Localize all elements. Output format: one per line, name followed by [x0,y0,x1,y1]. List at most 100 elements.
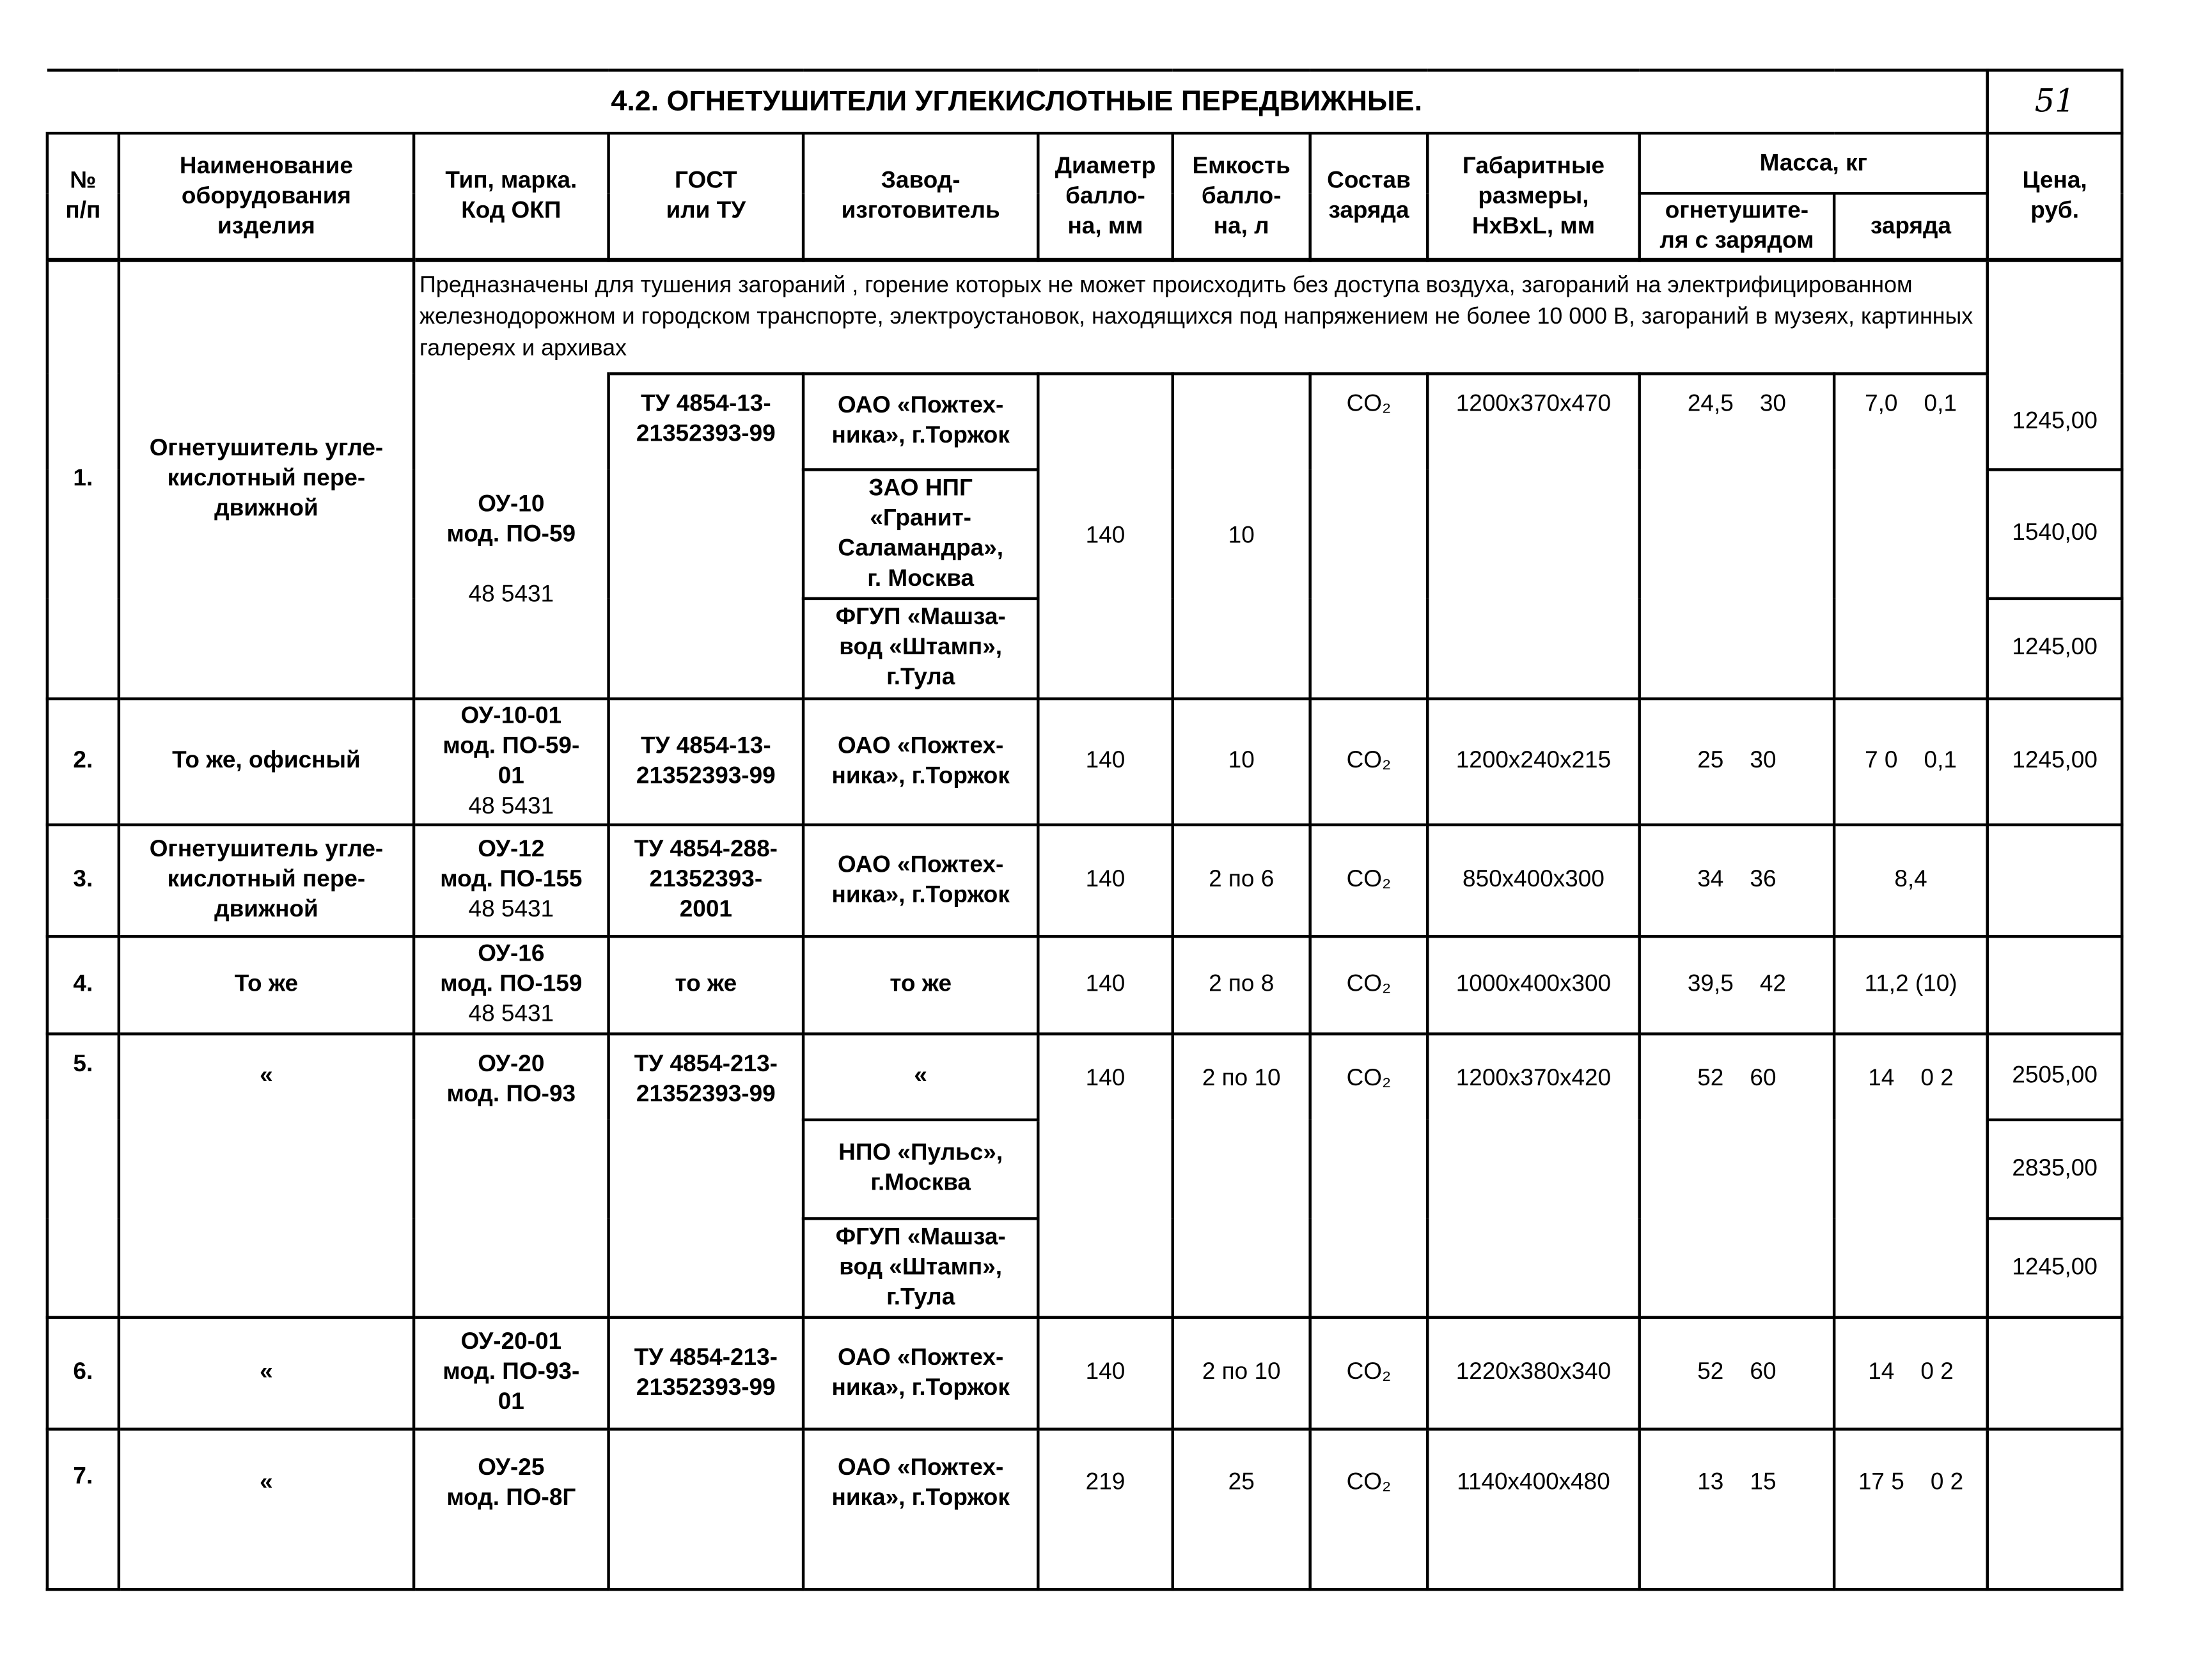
row-gost: то же [607,934,805,1035]
header-name: Наименование оборудования изделия [117,132,416,262]
row-capacity: 2 по 6 [1171,822,1312,938]
header-row: № п/п Наименование оборудования изделия … [45,131,2124,262]
row-dims: 1220x380x340 [1426,1315,1641,1430]
table-row: 1. Огнетушитель угле- кислотный пере- дв… [45,258,2124,700]
row-maker: ЗАО НПГ «Гранит- Саламандра», г. Москва [801,468,1040,600]
type-label: ОУ-10-01 мод. ПО-59- 01 [443,702,580,789]
row-mass-charge: 7 0 0,1 [1832,696,1989,826]
row-capacity: 25 [1171,1427,1312,1591]
type-label: ОУ-12 мод. ПО-155 [440,836,583,892]
row-type: ОУ-20-01 мод. ПО-93- 01 [412,1315,610,1430]
table-row: 4. То же ОУ-16 мод. ПО-159 48 5431 то же … [45,934,2124,1035]
extinguisher-table: 4.2. ОГНЕТУШИТЕЛИ УГЛЕКИСЛОТНЫЕ ПЕРЕДВИЖ… [45,68,2124,1591]
table-row: 2. То же, офисный ОУ-10-01 мод. ПО-59- 0… [45,696,2124,826]
table-subrow: ОУ-10 мод. ПО-59 48 5431 ТУ 4854-13- 213… [47,372,2122,700]
row-dims: 1000x400x300 [1426,934,1641,1035]
row-price: 2505,00 [1986,1032,2124,1121]
header-type: Тип, марка. Код ОКП [412,132,610,262]
table-subrow: НПО «Пульс», г.Москва 2835,00 [47,1117,2124,1220]
row-num: 7. [45,1427,121,1591]
row-price [1986,822,2124,938]
row-charge: CO₂ [1308,1032,1429,1318]
row-gost: ТУ 4854-213- 21352393-99 [607,1315,805,1430]
row-dims: 1200x240x215 [1426,696,1641,826]
header-num: № п/п [45,132,121,262]
row-mass-charge: 8,4 [1832,822,1989,938]
row-dims: 1200x370x420 [1426,1032,1641,1318]
row-diameter: 219 [1037,1427,1174,1591]
row-mass-ext: 52 60 [1638,1032,1836,1318]
row-type: ОУ-16 мод. ПО-159 48 5431 [412,934,610,1035]
header-price: Цена, руб. [1986,132,2124,262]
row-mass-ext: 25 30 [1638,696,1836,826]
row-dims: 850x400x300 [1426,822,1641,938]
row-charge: CO₂ [1308,372,1429,700]
okp-code: 48 5431 [468,581,554,608]
row-capacity: 2 по 10 [1171,1032,1312,1318]
row-dims: 1140x400x480 [1426,1427,1641,1591]
row-maker: ФГУП «Машза- вод «Штамп», г.Тула [801,596,1040,700]
row-name: « [117,1032,416,1318]
header-mass: Масса, кг [1638,131,1989,195]
row-price [1986,1315,2124,1430]
header-diameter: Диаметр балло- на, мм [1037,132,1174,262]
row-gost [607,1427,805,1591]
row-capacity: 10 [1171,372,1312,700]
row-diameter: 140 [1037,1032,1174,1318]
row-mass-charge: 17 5 0 2 [1832,1427,1989,1591]
header-charge: Состав заряда [1308,132,1429,262]
row-num: 4. [45,934,121,1035]
row-charge: CO₂ [1308,696,1429,826]
row-mass-ext: 13 15 [1638,1427,1836,1591]
table-row: 3. Огнетушитель угле- кислотный пере- дв… [45,822,2124,938]
row-gost: ТУ 4854-288- 21352393- 2001 [607,822,805,938]
table-row: 6. « ОУ-20-01 мод. ПО-93- 01 ТУ 4854-213… [45,1315,2124,1430]
row-mass-charge: 11,2 (10) [1832,934,1989,1035]
table-row: 7. « ОУ-25 мод. ПО-8Г ОАО «Пожтех- ника»… [45,1427,2124,1591]
row-diameter: 140 [1037,934,1174,1035]
row-mass-ext: 52 60 [1638,1315,1836,1430]
type-label: ОУ-10 мод. ПО-59 [446,491,576,547]
header-mass-charge: заряда [1832,192,1989,262]
row-price [1986,1427,2124,1591]
table-subrow: ФГУП «Машза- вод «Штамп», г.Тула 1245,00 [47,596,2124,700]
row-maker: НПО «Пульс», г.Москва [801,1117,1040,1220]
table-subrow: ФГУП «Машза- вод «Штамп», г.Тула 1245,00 [47,1216,2124,1318]
row-maker: ОАО «Пожтех- ника», г.Торжок [801,1427,1040,1591]
row-maker: « [801,1032,1040,1121]
row-charge: CO₂ [1308,1315,1429,1430]
row-name: Огнетушитель угле- кислотный пере- движн… [117,258,416,700]
header-subrow: огнетушите- ля с зарядом заряда [47,192,2122,262]
row-price: 1245,00 [1986,258,2124,471]
row-maker: ОАО «Пожтех- ника», г.Торжок [801,822,1040,938]
description: Предназначены для тушения загораний , го… [412,258,1989,374]
row-gost: ТУ 4854-213- 21352393-99 [607,1032,805,1318]
row-price: 1245,00 [1986,696,2124,826]
header-capacity: Емкость балло- на, л [1171,132,1312,262]
row-charge: CO₂ [1308,934,1429,1035]
row-name: То же, офисный [117,696,416,826]
title-row: 4.2. ОГНЕТУШИТЕЛИ УГЛЕКИСЛОТНЫЕ ПЕРЕДВИЖ… [47,68,2124,135]
header-maker: Завод- изготовитель [801,132,1040,262]
row-num: 6. [45,1315,121,1430]
row-dims: 1200x370x470 [1426,372,1641,700]
row-mass-charge: 7,0 0,1 [1832,372,1989,700]
header-mass-ext: огнетушите- ля с зарядом [1638,192,1836,262]
row-diameter: 140 [1037,822,1174,938]
row-diameter: 140 [1037,696,1174,826]
row-gost: ТУ 4854-13- 21352393-99 [607,372,805,700]
header-dims: Габаритные размеры, HxBxL, мм [1426,132,1641,262]
row-name: « [117,1427,416,1591]
row-price: 1540,00 [1986,468,2124,600]
row-mass-charge: 14 0 2 [1832,1315,1989,1430]
row-charge: CO₂ [1308,1427,1429,1591]
table-row: 5. « ОУ-20 мод. ПО-93 ТУ 4854-213- 21352… [45,1032,2124,1318]
row-mass-ext: 24,5 30 [1638,372,1836,700]
row-type: ОУ-10 мод. ПО-59 48 5431 [412,373,610,700]
okp-code: 48 5431 [468,896,554,922]
row-num: 2. [45,696,121,826]
row-mass-ext: 34 36 [1638,822,1836,938]
row-num: 1. [45,258,121,700]
row-maker: ОАО «Пожтех- ника», г.Торжок [801,1315,1040,1430]
